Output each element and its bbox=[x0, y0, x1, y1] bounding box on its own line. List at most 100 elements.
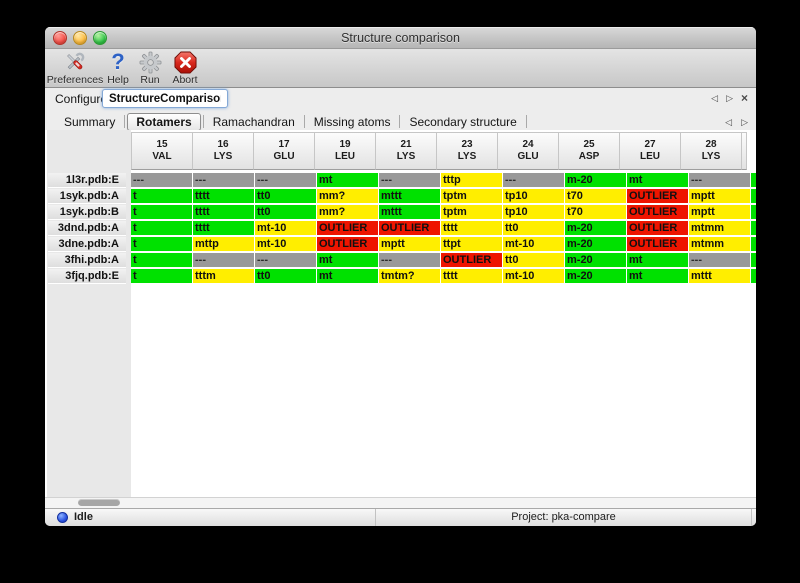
rotamer-cell[interactable]: --- bbox=[255, 253, 316, 267]
tab-rotamers[interactable]: Rotamers bbox=[127, 112, 201, 131]
rotamer-cell[interactable]: tttp bbox=[441, 173, 502, 187]
tab-missing-atoms[interactable]: Missing atoms bbox=[313, 114, 391, 129]
preferences-button[interactable]: Preferences bbox=[47, 50, 103, 86]
rotamer-cell[interactable]: mptt bbox=[379, 237, 440, 251]
rotamer-cell[interactable]: tttt bbox=[441, 221, 502, 235]
scrollbar-thumb[interactable] bbox=[78, 499, 120, 506]
rotamer-cell[interactable]: OUTLIER bbox=[317, 221, 378, 235]
rotamer-cell[interactable]: tp10 bbox=[503, 205, 564, 219]
rotamer-cell[interactable]: mt-10 bbox=[503, 237, 564, 251]
rotamer-cell[interactable]: mptt bbox=[689, 205, 750, 219]
rotamer-cell[interactable]: t bbox=[131, 221, 192, 235]
column-header-27[interactable]: 27 LEU bbox=[620, 132, 681, 170]
rotamer-cell[interactable]: tttt bbox=[193, 221, 254, 235]
column-header-28[interactable]: 28 LYS bbox=[681, 132, 742, 170]
rotamer-cell[interactable]: OUTLIER bbox=[627, 189, 688, 203]
scroll-tabs-left-icon[interactable]: ◁ bbox=[725, 117, 733, 127]
rotamer-cell[interactable]: tt0 bbox=[255, 189, 316, 203]
rotamer-cell[interactable]: m-20 bbox=[565, 253, 626, 267]
next-configuration-icon[interactable]: ▷ bbox=[726, 93, 733, 103]
run-button[interactable]: Run bbox=[135, 50, 165, 86]
scroll-tabs-right-icon[interactable]: ▷ bbox=[741, 117, 748, 127]
column-header-16[interactable]: 16 LYS bbox=[193, 132, 254, 170]
rotamer-cell[interactable]: mt-10 bbox=[255, 221, 316, 235]
rotamer-cell[interactable]: mttt bbox=[379, 189, 440, 203]
column-header-23[interactable]: 23 LYS bbox=[437, 132, 498, 170]
rotamer-cell[interactable]: tptm bbox=[441, 205, 502, 219]
rotamer-cell[interactable]: OUTLIER bbox=[379, 221, 440, 235]
rotamer-cell[interactable]: mt bbox=[317, 253, 378, 267]
column-header-25[interactable]: 25 ASP bbox=[559, 132, 620, 170]
rotamer-cell[interactable]: m-20 bbox=[565, 173, 626, 187]
rotamer-cell[interactable]: mttt bbox=[379, 205, 440, 219]
rotamer-cell[interactable]: tp10 bbox=[503, 189, 564, 203]
row-label[interactable]: 3dne.pdb:A bbox=[48, 237, 126, 252]
column-header-21[interactable]: 21 LYS bbox=[376, 132, 437, 170]
rotamer-cell[interactable]: mtmm bbox=[689, 237, 750, 251]
rotamer-cell[interactable]: OUTLIER bbox=[627, 237, 688, 251]
rotamer-cell[interactable]: t bbox=[131, 205, 192, 219]
row-label[interactable]: 1syk.pdb:B bbox=[48, 205, 126, 220]
rotamer-cell[interactable]: t bbox=[131, 269, 192, 283]
rotamer-cell[interactable]: tttt bbox=[193, 189, 254, 203]
rotamer-cell[interactable]: tttt bbox=[193, 205, 254, 219]
rotamer-cell[interactable]: mm? bbox=[317, 205, 378, 219]
rotamer-cell[interactable]: tmtm? bbox=[379, 269, 440, 283]
horizontal-scrollbar[interactable] bbox=[45, 497, 756, 508]
tab-ramachandran[interactable]: Ramachandran bbox=[212, 114, 295, 129]
configure-input[interactable] bbox=[102, 89, 228, 108]
row-label[interactable]: 1syk.pdb:A bbox=[48, 189, 126, 204]
rotamer-cell[interactable]: OUTLIER bbox=[627, 221, 688, 235]
rotamer-cell[interactable]: mttp bbox=[193, 237, 254, 251]
row-label[interactable]: 3fhi.pdb:A bbox=[48, 253, 126, 268]
rotamer-cell[interactable]: mt bbox=[627, 253, 688, 267]
rotamer-cell[interactable]: t70 bbox=[565, 189, 626, 203]
rotamer-cell[interactable]: tptm bbox=[441, 189, 502, 203]
rotamer-cell[interactable]: --- bbox=[379, 253, 440, 267]
tab-summary[interactable]: Summary bbox=[64, 114, 116, 129]
rotamer-cell[interactable]: --- bbox=[193, 253, 254, 267]
rotamer-cell[interactable]: mm? bbox=[317, 189, 378, 203]
rotamer-cell[interactable]: ttpt bbox=[441, 237, 502, 251]
rotamer-cell[interactable]: tt0 bbox=[503, 221, 564, 235]
row-label[interactable]: 1l3r.pdb:E bbox=[48, 173, 126, 188]
rotamer-cell[interactable]: --- bbox=[131, 173, 192, 187]
abort-button[interactable]: Abort bbox=[167, 50, 203, 86]
column-header-17[interactable]: 17 GLU bbox=[254, 132, 315, 170]
zoom-window-icon[interactable] bbox=[93, 31, 107, 45]
column-header-19[interactable]: 19 LEU bbox=[315, 132, 376, 170]
rotamer-cell[interactable]: OUTLIER bbox=[627, 205, 688, 219]
row-label[interactable]: 3fjq.pdb:E bbox=[48, 269, 126, 284]
rotamer-cell[interactable]: --- bbox=[379, 173, 440, 187]
prev-configuration-icon[interactable]: ◁ bbox=[711, 93, 719, 103]
rotamer-cell[interactable]: m-20 bbox=[565, 269, 626, 283]
rotamer-cell[interactable]: tttm bbox=[193, 269, 254, 283]
rotamer-cell[interactable]: --- bbox=[503, 173, 564, 187]
close-window-icon[interactable] bbox=[53, 31, 67, 45]
column-header-15[interactable]: 15 VAL bbox=[131, 132, 193, 170]
rotamer-cell[interactable]: t70 bbox=[565, 205, 626, 219]
rotamer-cell[interactable]: tt0 bbox=[255, 269, 316, 283]
column-header-24[interactable]: 24 GLU bbox=[498, 132, 559, 170]
titlebar[interactable]: Structure comparison bbox=[45, 27, 756, 49]
minimize-window-icon[interactable] bbox=[73, 31, 87, 45]
rotamer-cell[interactable]: m-20 bbox=[565, 237, 626, 251]
rotamer-cell[interactable]: m-20 bbox=[565, 221, 626, 235]
rotamer-cell[interactable]: OUTLIER bbox=[441, 253, 502, 267]
rotamer-cell[interactable]: --- bbox=[193, 173, 254, 187]
rotamer-cell[interactable]: mt-10 bbox=[255, 237, 316, 251]
help-button[interactable]: ? Help bbox=[102, 50, 134, 87]
rotamer-cell[interactable]: mt bbox=[627, 173, 688, 187]
rotamer-cell[interactable]: --- bbox=[689, 173, 750, 187]
rotamer-cell[interactable]: t bbox=[131, 253, 192, 267]
rotamer-cell[interactable]: tt0 bbox=[255, 205, 316, 219]
tab-secondary-structure[interactable]: Secondary structure bbox=[409, 114, 517, 129]
rotamer-cell[interactable]: mt-10 bbox=[503, 269, 564, 283]
rotamer-cell[interactable]: mt bbox=[317, 269, 378, 283]
rotamer-cell[interactable]: OUTLIER bbox=[317, 237, 378, 251]
rotamer-cell[interactable]: mttt bbox=[689, 269, 750, 283]
rotamer-cell[interactable]: mt bbox=[627, 269, 688, 283]
rotamer-cell[interactable]: --- bbox=[255, 173, 316, 187]
rotamer-cell[interactable]: tttt bbox=[441, 269, 502, 283]
rotamer-cell[interactable]: t bbox=[131, 189, 192, 203]
